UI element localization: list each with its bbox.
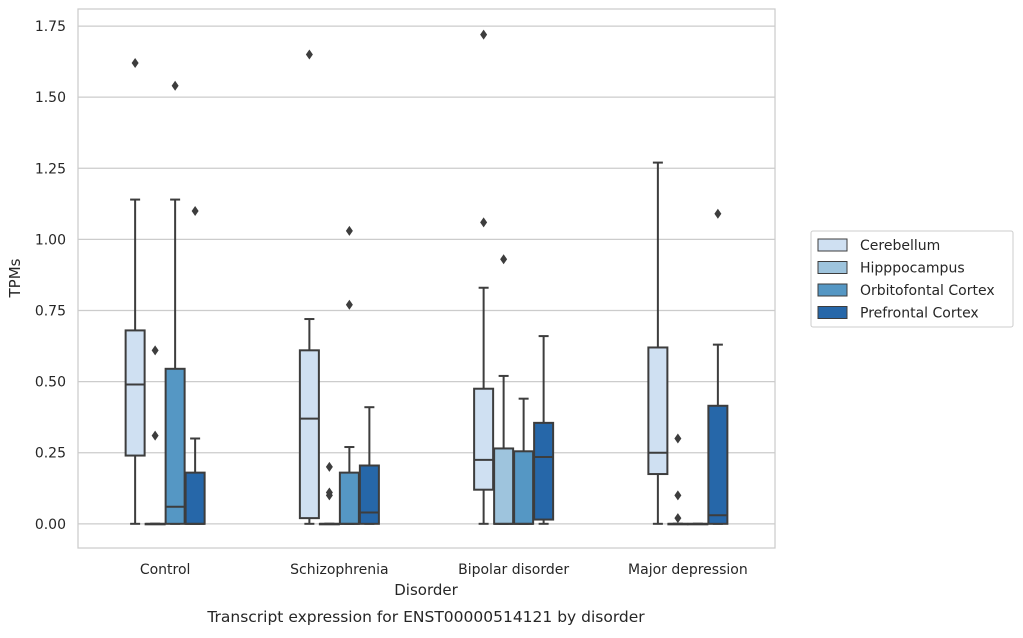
- box: [647, 346, 669, 476]
- legend-label: Cerebellum: [860, 238, 940, 254]
- y-tick-label: 1.00: [35, 232, 66, 248]
- legend-frame: [810, 230, 1014, 328]
- box: [358, 464, 380, 525]
- box-group: [687, 522, 709, 526]
- y-tick-label: 1.50: [35, 90, 66, 106]
- box-group: [667, 522, 689, 526]
- legend-label: Orbitofontal Cortex: [860, 283, 995, 299]
- outlier-point: [171, 80, 179, 91]
- box-group: [358, 406, 380, 525]
- box-group: [338, 446, 360, 525]
- x-tick-label: Bipolar disorder: [458, 562, 569, 578]
- box: [338, 471, 360, 525]
- box-group: [473, 286, 495, 525]
- box-group: [184, 437, 206, 525]
- box-group: [533, 335, 555, 525]
- x-tick-label: Schizophrenia: [290, 562, 388, 578]
- box: [184, 471, 206, 525]
- outliers: [131, 29, 722, 524]
- x-axis-label: Disorder: [394, 581, 458, 599]
- legend-swatch: [817, 283, 848, 297]
- legend-swatch: [817, 306, 848, 319]
- y-tick-label: 1.25: [35, 161, 66, 177]
- box: [164, 367, 186, 525]
- box-group: [124, 198, 146, 525]
- legend: Cerebellum Hipppocampus Orbitofontal Corte…: [810, 230, 1014, 328]
- y-tick-labels: 0.00 0.25 0.50 0.75 1.00 1.25 1.50 1.75: [35, 19, 66, 533]
- outlier-point: [191, 205, 199, 216]
- outlier-point: [151, 430, 159, 441]
- outlier-point: [325, 461, 333, 472]
- box-group: [298, 318, 320, 525]
- outlier-point: [480, 217, 488, 228]
- box-group: [144, 522, 166, 526]
- outlier-point: [674, 513, 682, 524]
- box: [298, 349, 320, 520]
- y-tick-label: 0.00: [35, 517, 66, 533]
- box: [124, 329, 146, 457]
- outlier-point: [151, 345, 159, 356]
- outlier-point: [480, 29, 488, 40]
- x-tick-label: Major depression: [628, 562, 748, 578]
- box: [513, 450, 535, 525]
- box-group: [164, 198, 186, 525]
- y-tick-label: 0.25: [35, 446, 66, 462]
- x-tick-label: Control: [140, 562, 191, 578]
- outlier-point: [500, 254, 508, 265]
- legend-label: Prefrontal Cortex: [860, 306, 979, 322]
- box-group: [318, 522, 340, 526]
- outlier-point: [305, 49, 313, 60]
- outlier-point: [345, 225, 353, 236]
- box: [473, 387, 495, 491]
- legend-label: Hipppocampus: [860, 261, 965, 277]
- y-tick-label: 1.75: [35, 19, 66, 35]
- box-group: [707, 343, 729, 525]
- legend-swatch: [817, 238, 848, 252]
- box: [533, 421, 555, 521]
- outlier-point: [674, 433, 682, 444]
- y-tick-label: 0.75: [35, 303, 66, 319]
- y-axis-label: TPMs: [6, 258, 24, 298]
- legend-swatch: [817, 261, 848, 274]
- boxes: [124, 161, 729, 526]
- box-group: [647, 161, 669, 525]
- outlier-point: [325, 487, 333, 498]
- box: [493, 447, 515, 525]
- outlier-point: [345, 299, 353, 310]
- plot-frame: [77, 8, 776, 549]
- outlier-point: [674, 490, 682, 501]
- chart-caption: Transcript expression for ENST0000051412…: [206, 608, 645, 626]
- box: [707, 404, 729, 525]
- y-tick-label: 0.50: [35, 375, 66, 391]
- outlier-point: [714, 208, 722, 219]
- x-tick-labels: Control Schizophrenia Bipolar disorder Majo…: [140, 562, 748, 578]
- outlier-point: [131, 58, 139, 69]
